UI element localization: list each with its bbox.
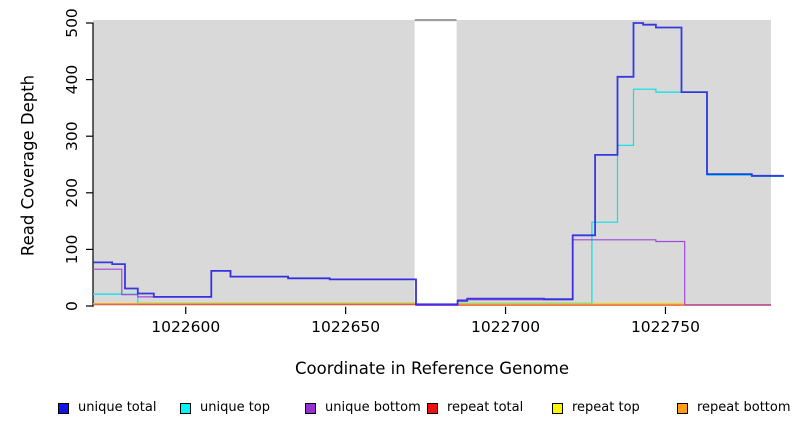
- x-tick-label-1022650: 1022650: [311, 318, 380, 336]
- y-tick-label-100: 100: [63, 235, 81, 265]
- legend-item-repeat-total: repeat total: [427, 400, 523, 416]
- covered-region-2: [456, 20, 771, 306]
- y-tick-label-400: 400: [63, 65, 81, 95]
- legend-item-unique-top: unique top: [180, 400, 270, 416]
- legend-label-unique-total: unique total: [78, 400, 157, 415]
- legend-label-repeat-total: repeat total: [447, 400, 524, 415]
- legend-item-unique-bottom: unique bottom: [305, 400, 421, 416]
- legend-item-repeat-bottom: repeat bottom: [677, 400, 791, 416]
- coverage-gap-top-edge: [414, 19, 457, 22]
- x-tick-label-1022750: 1022750: [631, 318, 700, 336]
- legend-label-repeat-bottom: repeat bottom: [697, 400, 791, 415]
- y-tick-label-500: 500: [63, 8, 81, 38]
- legend-item-repeat-top: repeat top: [552, 400, 640, 416]
- y-axis-label: Read Coverage Depth: [18, 74, 38, 257]
- coverage-gap: [414, 20, 457, 306]
- x-axis-label-wrap: Coordinate in Reference Genome: [0, 359, 792, 378]
- y-tick-label-200: 200: [63, 178, 81, 208]
- legend-item-unique-total: unique total: [58, 400, 156, 416]
- legend-label-unique-bottom: unique bottom: [325, 400, 421, 415]
- x-tick-label-1022700: 1022700: [471, 318, 540, 336]
- legend-swatch-unique-bottom: [305, 402, 316, 414]
- coverage-chart: 0 100 200 300 400 500 1022600 1022650 1022700 102…: [63, 8, 784, 336]
- series-line-unique-total: [93, 22, 784, 306]
- y-tick-label-300: 300: [63, 121, 81, 151]
- y-tick-label-0: 0: [63, 301, 81, 311]
- legend-swatch-repeat-total: [427, 402, 438, 414]
- legend-swatch-repeat-top: [552, 402, 563, 414]
- covered-region-1: [93, 20, 415, 306]
- x-tick-label-1022600: 1022600: [151, 318, 220, 336]
- legend-swatch-unique-top: [180, 402, 191, 414]
- x-axis-label: Coordinate in Reference Genome: [294, 359, 570, 378]
- legend-label-repeat-top: repeat top: [572, 400, 640, 415]
- legend-swatch-repeat-bottom: [677, 402, 688, 414]
- legend-label-unique-top: unique top: [200, 400, 271, 415]
- legend-swatch-unique-total: [58, 402, 69, 414]
